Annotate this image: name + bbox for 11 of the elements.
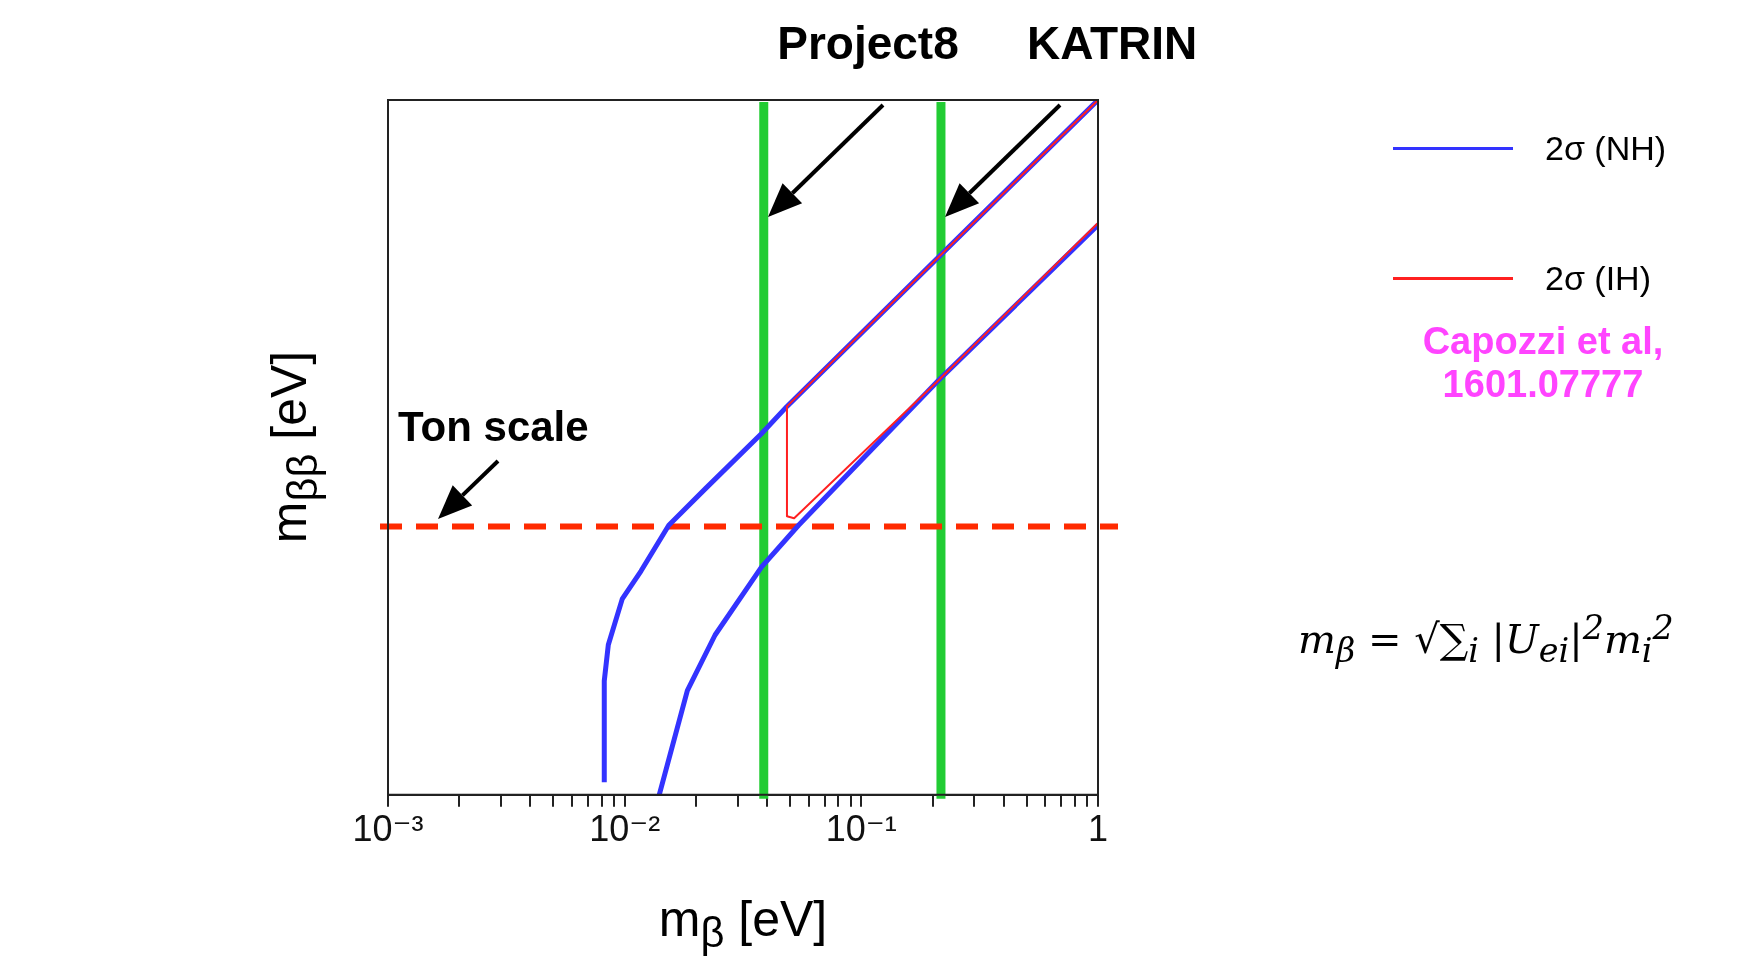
- ref-line-label: KATRIN: [1026, 16, 1198, 70]
- x-tick-label: 1: [1087, 808, 1109, 850]
- x-tick-label: 10⁻¹: [825, 808, 897, 850]
- ref-line-label: Project8: [777, 16, 959, 70]
- text: Capozzi et al, 1601.07777: [1421, 320, 1665, 406]
- x-tick-label: 10⁻³: [352, 808, 424, 850]
- legend-label: 2σ (IH): [1545, 258, 1651, 298]
- legend-label: 2σ (NH): [1545, 128, 1667, 168]
- x-axis-title: m$_{β}$ [eV]: [658, 889, 828, 957]
- ref-line-label: Ton scale: [398, 402, 589, 451]
- x-tick-label: 10⁻²: [589, 808, 661, 850]
